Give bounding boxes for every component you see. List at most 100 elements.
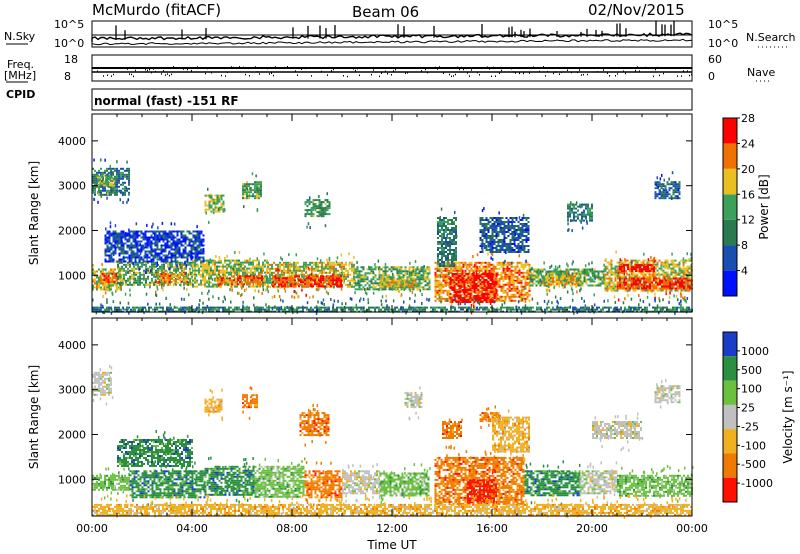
freq-label: Freq. <box>7 58 35 71</box>
y-tick-label-2: 3000 <box>58 384 86 397</box>
data-band-2 <box>204 456 255 506</box>
velocity-colorbar: 1000 500 100 25 -25 -100 -500 -1000 Velocity [m … <box>722 331 795 503</box>
data-cells <box>92 364 694 519</box>
data-band-24 <box>567 201 593 233</box>
cpid-strip <box>91 88 693 111</box>
y-tick-label-2: 3000 <box>58 180 86 193</box>
power-plot: 1000 2000 3000 4000 Slant Range [km] <box>27 113 693 315</box>
data-band-9 <box>379 268 419 298</box>
axes-labels: 00:00 04:00 08:00 12:00 16:00 20:00 00:00 Time … <box>76 522 708 552</box>
x-tick-label-4: 16:00 <box>476 522 508 535</box>
data-band-3 <box>254 457 306 510</box>
power-colorbar-segment-6 <box>723 118 737 144</box>
velocity-colorbar-segment-5 <box>723 453 737 478</box>
data-band-21 <box>592 412 644 452</box>
beam-label: Beam 06 <box>352 3 420 21</box>
x-tick-label-1: 04:00 <box>176 522 208 535</box>
power-colorbar-segment-0 <box>723 270 737 296</box>
data-band-23 <box>92 494 692 519</box>
power-colorbar-tick-1: 8 <box>741 239 748 252</box>
nave-label: Nave <box>747 66 776 79</box>
noise-tick-top-left: 10^5 <box>54 18 85 31</box>
y-axis-label: Slant Range [km] <box>27 161 41 265</box>
y-tick-label-3: 4000 <box>58 339 86 352</box>
data-band-17 <box>404 386 423 421</box>
y-tick-label-1: 2000 <box>58 224 86 237</box>
power-colorbar: 4 8 12 16 20 24 28 Power [dB] <box>722 112 771 297</box>
velocity-colorbar-tick-2: 100 <box>741 383 762 396</box>
power-colorbar-tick-6: 28 <box>741 112 755 125</box>
data-band-12 <box>92 364 114 406</box>
data-band-22 <box>654 378 681 409</box>
data-band-5 <box>217 267 264 297</box>
data-band-1 <box>129 460 206 510</box>
power-colorbar-segment-2 <box>723 219 737 246</box>
freq-tick-bottom: 8 <box>64 70 71 83</box>
power-colorbar-segment-5 <box>723 143 737 169</box>
noise-strip <box>91 20 693 48</box>
power-colorbar-segment-1 <box>723 245 737 271</box>
velocity-colorbar-label: Velocity [m s⁻¹] <box>781 370 795 463</box>
noise-tick-top-right: 10^5 <box>708 18 739 31</box>
nsky-label: N.Sky <box>4 30 36 43</box>
power-colorbar-label: Power [dB] <box>757 174 771 239</box>
y-axis-label: Slant Range [km] <box>27 365 41 469</box>
x-tick-label-2: 08:00 <box>276 522 308 535</box>
nsearch-label: N.Search <box>746 31 796 44</box>
data-band-25 <box>617 255 656 282</box>
x-tick-label-3: 12:00 <box>376 522 408 535</box>
data-band-20 <box>242 172 262 212</box>
data-band-10 <box>579 461 618 506</box>
y-tick-label-3: 4000 <box>58 135 86 148</box>
velocity-colorbar-segment-3 <box>723 404 737 430</box>
cpid-text: normal (fast) -151 RF <box>94 94 239 108</box>
x-tick-label-0: 00:00 <box>76 522 108 535</box>
data-band-15 <box>242 386 258 420</box>
velocity-colorbar-segment-1 <box>723 356 737 381</box>
data-band-11 <box>617 464 694 508</box>
freq-tick-top: 18 <box>64 53 78 66</box>
data-band-8 <box>467 469 498 513</box>
nave-tick-top: 60 <box>708 53 722 66</box>
data-band-6 <box>379 463 431 508</box>
data-band-0 <box>92 467 130 501</box>
velocity-colorbar-segment-2 <box>723 380 737 405</box>
velocity-colorbar-tick-6: -500 <box>741 458 766 471</box>
power-colorbar-tick-0: 4 <box>741 265 748 278</box>
velocity-plot: 1000 2000 3000 4000 Slant Range [km] <box>27 317 694 519</box>
station-title: McMurdo (fitACF) <box>92 1 222 19</box>
data-band-16 <box>299 403 330 447</box>
velocity-colorbar-tick-3: 25 <box>741 402 755 415</box>
data-band-21 <box>304 192 331 230</box>
data-band-17 <box>97 164 115 198</box>
nave-tick-bottom: 0 <box>708 70 715 83</box>
power-colorbar-segment-4 <box>723 168 737 195</box>
data-band-9 <box>524 460 581 506</box>
x-tick-label-6: 00:00 <box>676 522 708 535</box>
data-band-26 <box>654 171 681 200</box>
data-band-19 <box>204 187 226 224</box>
frequency-strip <box>91 54 693 82</box>
data-band-18 <box>442 418 463 450</box>
y-tick-label-0: 1000 <box>58 473 86 486</box>
noise-tick-bottom-left: 10^0 <box>54 37 85 50</box>
data-band-3 <box>154 264 189 294</box>
date-label: 02/Nov/2015 <box>588 1 685 19</box>
data-band-20 <box>492 409 530 462</box>
power-colorbar-tick-2: 12 <box>741 214 755 227</box>
velocity-colorbar-tick-5: -100 <box>741 439 766 452</box>
cpid-label: CPID <box>6 88 36 101</box>
data-cells <box>92 158 693 315</box>
y-tick-label-1: 2000 <box>58 428 86 441</box>
velocity-colorbar-segment-6 <box>723 477 737 502</box>
data-band-1 <box>99 263 118 295</box>
data-band-22 <box>437 207 458 278</box>
velocity-colorbar-tick-4: -25 <box>741 420 759 433</box>
data-band-23 <box>479 207 530 265</box>
data-band-18 <box>104 221 205 274</box>
data-band-7 <box>272 266 343 299</box>
data-band-13 <box>117 430 193 479</box>
velocity-colorbar-tick-7: -1000 <box>741 477 773 490</box>
velocity-colorbar-tick-1: 500 <box>741 364 762 377</box>
